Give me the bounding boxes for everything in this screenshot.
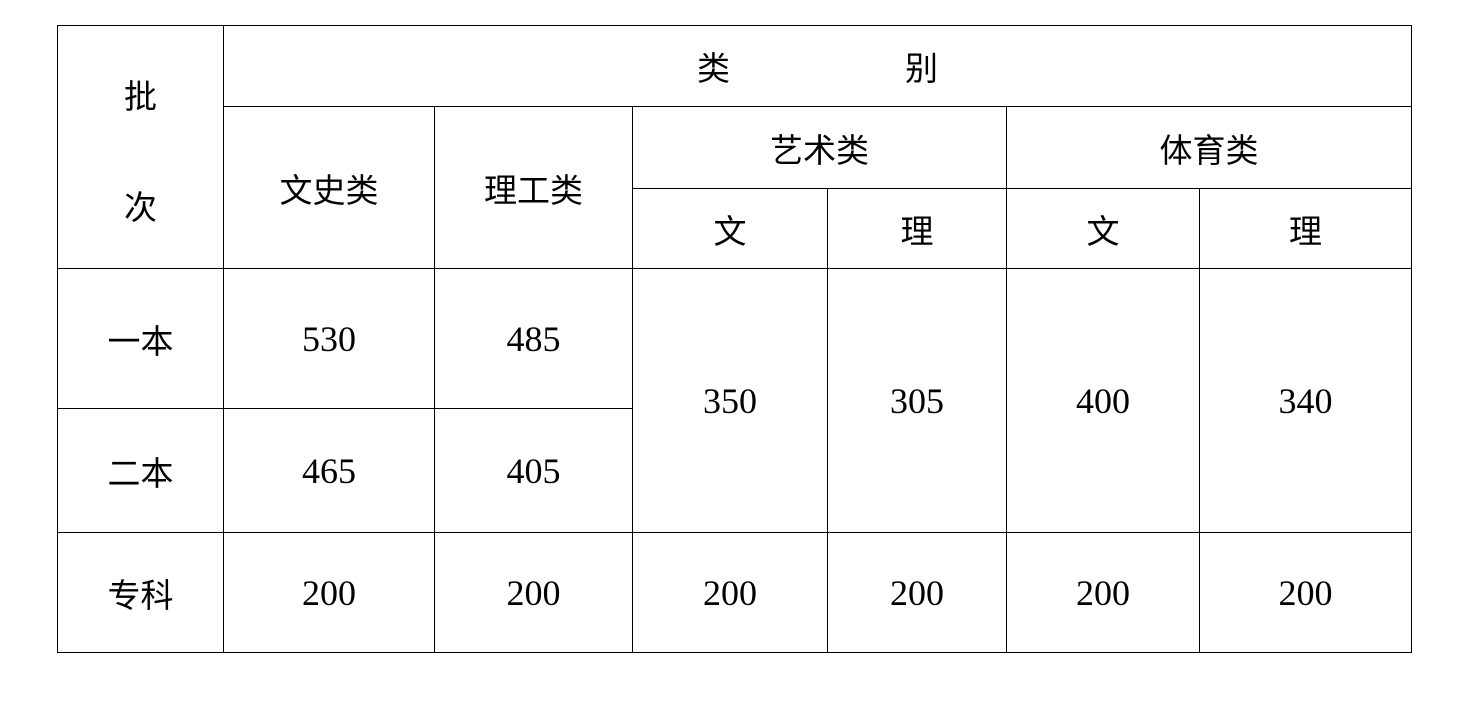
- score-cell: 200: [434, 532, 633, 653]
- table-row: 二本 465 405: [57, 408, 1412, 533]
- batch-cell: 一本: [57, 268, 224, 409]
- batch-header-char-2: 次: [124, 188, 157, 227]
- col-tiyu-wen: 文: [1006, 188, 1200, 269]
- score-cell: 200: [1006, 532, 1200, 653]
- col-tiyu-li: 理: [1198, 188, 1413, 269]
- col-yishu-wen: 文: [632, 188, 828, 269]
- category-header: 类别: [222, 25, 1413, 107]
- col-wenshi: 文史类: [223, 106, 435, 269]
- score-cell: 400: [1006, 268, 1200, 533]
- score-cell: 340: [1198, 268, 1413, 533]
- category-header-char-2: 别: [905, 49, 939, 88]
- batch-cell: 二本: [57, 408, 224, 533]
- score-table: 批 次 类别 文史类 理工类 艺术类 体育类 文 理 文 理 一本 530 48…: [57, 25, 1413, 653]
- score-cell: 305: [827, 268, 1007, 533]
- batch-header: 批 次: [57, 25, 224, 269]
- score-cell: 200: [223, 532, 435, 653]
- col-yishu-li: 理: [827, 188, 1007, 269]
- col-tiyu: 体育类: [1005, 106, 1413, 189]
- table-row: 一本 530 485 350 305 400 340: [57, 268, 1413, 533]
- category-header-char-1: 类: [697, 49, 731, 88]
- score-cell: 465: [223, 408, 435, 533]
- score-cell: 200: [827, 532, 1007, 653]
- score-cell: 200: [632, 532, 828, 653]
- col-ligong: 理工类: [434, 106, 633, 269]
- score-cell: 405: [434, 408, 633, 533]
- score-cell: 485: [434, 268, 633, 409]
- batch-header-char-1: 批: [124, 77, 157, 116]
- score-cell: 200: [1198, 532, 1413, 653]
- score-cell: 530: [223, 268, 435, 409]
- batch-cell: 专科: [57, 532, 224, 653]
- col-yishu: 艺术类: [632, 106, 1007, 189]
- table-row: 专科 200 200 200 200 200 200: [57, 532, 1413, 653]
- score-cell: 350: [632, 268, 828, 533]
